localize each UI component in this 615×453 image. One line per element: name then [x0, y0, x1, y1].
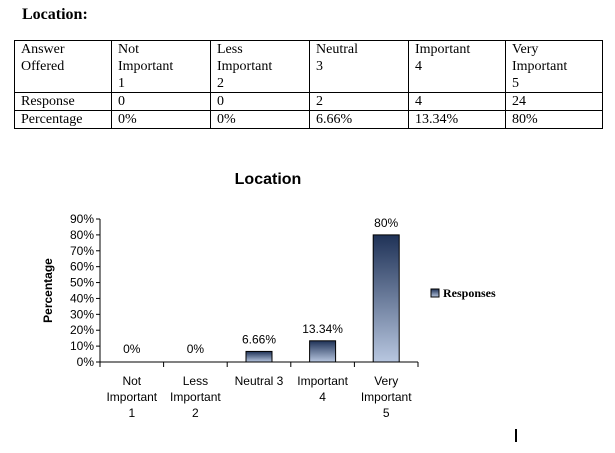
data-label: 6.66% [242, 332, 276, 346]
text-cursor [515, 429, 517, 442]
x-tick-label-line: 1 [128, 406, 135, 420]
x-tick-label: Very Important 5 [361, 374, 412, 420]
x-tick-label-line: Important [297, 374, 348, 388]
x-tick-label-line: Not [122, 374, 141, 388]
header-line: 1 [118, 76, 125, 91]
x-tick-label: Neutral 3 [235, 374, 284, 388]
x-tick-label-line: 2 [192, 406, 199, 420]
header-cell-answer-offered: Answer Offered [14, 40, 112, 93]
header-line: 3 [316, 59, 323, 74]
x-tick-label-line: 4 [319, 390, 326, 404]
chart-title: Location [234, 171, 302, 188]
x-tick-label-line: Important [361, 390, 412, 404]
y-tick-label: 40% [70, 291, 94, 305]
x-tick-label-line: 5 [383, 406, 390, 420]
table-cell: 0% [111, 110, 211, 129]
header-line: Not [118, 42, 139, 57]
y-tick-label: 0% [77, 355, 95, 369]
bar [245, 350, 273, 363]
data-label: 0% [123, 342, 141, 356]
header-line: 5 [512, 76, 519, 91]
x-tick-label-line: Important [106, 390, 157, 404]
data-label: 0% [187, 342, 205, 356]
table-cell: 80% [505, 110, 603, 129]
y-tick-label: 80% [70, 228, 94, 242]
bar [372, 234, 400, 363]
header-line: Neutral [316, 42, 358, 57]
x-tick-label: Important 4 [297, 374, 348, 404]
header-line: Important [512, 59, 568, 74]
x-tick-label-line: Important [170, 390, 221, 404]
header-line: 4 [415, 59, 422, 74]
y-tick-label: 50% [70, 276, 94, 290]
header-line: Very [512, 42, 539, 57]
y-axis-title: Percentage [41, 258, 55, 323]
x-tick-label: Less Important 2 [170, 374, 221, 420]
x-tick-label-line: Less [183, 374, 208, 388]
legend-label: Responses [443, 286, 496, 300]
y-tick-label: 30% [70, 307, 94, 321]
header-line: Important [217, 59, 273, 74]
y-tick-label: 10% [70, 339, 94, 353]
header-cell-less-important: Less Important 2 [210, 40, 310, 93]
header-line: Important [118, 59, 174, 74]
table-row-percentage: Percentage 0% 0% 6.66% 13.34% 80% [14, 110, 603, 129]
y-tick-label: 90% [70, 212, 94, 226]
table-cell: 6.66% [309, 110, 409, 129]
data-label: 80% [374, 216, 398, 230]
y-tick-label: 70% [70, 244, 94, 258]
x-tick-label: Not Important 1 [106, 374, 157, 420]
x-tick-label-line: Neutral 3 [235, 374, 284, 388]
header-line: Offered [21, 59, 65, 74]
bar [309, 340, 337, 363]
y-tick-label: 60% [70, 260, 94, 274]
legend-swatch [430, 288, 440, 298]
header-line: Important [415, 42, 471, 57]
header-line: 2 [217, 76, 224, 91]
y-tick-label: 20% [70, 323, 94, 337]
survey-table: Answer Offered Not Important 1 Less Impo… [14, 40, 603, 129]
header-line: Less [217, 42, 243, 57]
header-cell-important: Important 4 [408, 40, 506, 93]
header-line: Answer [21, 42, 65, 57]
table-cell: 13.34% [408, 110, 506, 129]
table-cell: 0% [210, 110, 310, 129]
section-heading: Location: [22, 6, 88, 23]
x-tick-label-line: Very [374, 374, 398, 388]
table-cell: Percentage [14, 110, 112, 129]
data-label: 13.34% [302, 322, 343, 336]
